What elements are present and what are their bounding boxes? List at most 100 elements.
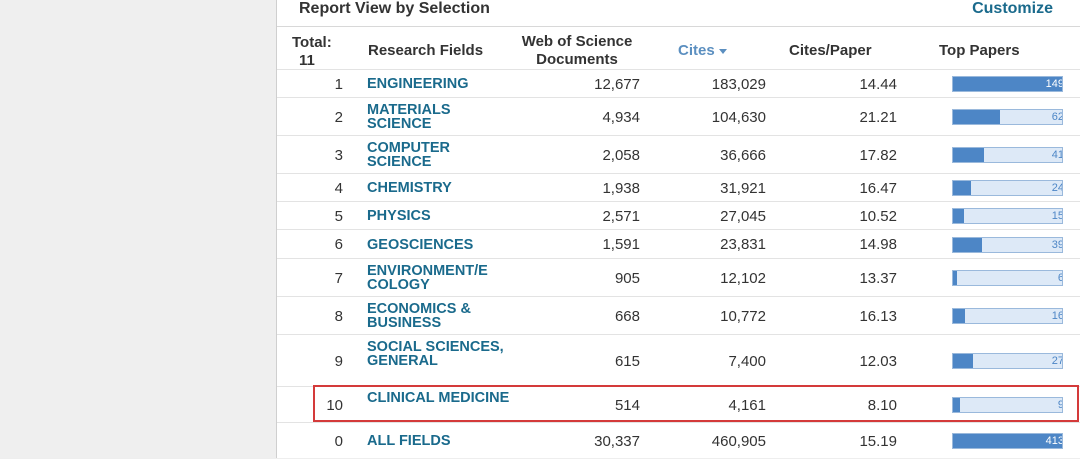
research-fields-header[interactable]: Research Fields xyxy=(368,42,484,59)
table-row: 6 GEOSCIENCES 1,591 23,831 14.98 39 xyxy=(277,229,1080,259)
top-papers-count: 62 xyxy=(1051,111,1063,123)
top-papers-count: 9 xyxy=(1058,398,1062,412)
wos-documents-header-line1: Web of Science xyxy=(521,33,633,50)
top-papers-bar-fill xyxy=(953,398,960,412)
rank-cell: 4 xyxy=(334,180,343,197)
cites-per-paper-cell: 15.19 xyxy=(859,433,897,450)
sort-desc-icon xyxy=(718,48,727,54)
rank-cell: 1 xyxy=(334,76,343,93)
table-row: 1 ENGINEERING 12,677 183,029 14.44 149 xyxy=(277,69,1080,98)
top-papers-count: 27 xyxy=(1051,355,1063,367)
research-field-link[interactable]: CHEMISTRY xyxy=(367,180,452,196)
top-papers-bar[interactable]: 413 xyxy=(952,433,1063,449)
cites-per-paper-cell: 10.52 xyxy=(859,208,897,225)
wos-documents-header-line2: Documents xyxy=(536,51,618,68)
top-papers-count: 149 xyxy=(1045,78,1063,90)
research-field-link[interactable]: MATERIALS SCIENCE xyxy=(367,102,451,132)
table-row: 4 CHEMISTRY 1,938 31,921 16.47 24 xyxy=(277,173,1080,202)
total-value: 11 xyxy=(299,52,315,69)
table-row: 8 ECONOMICS & BUSINESS 668 10,772 16.13 16 xyxy=(277,296,1080,335)
table-row: 0 ALL FIELDS 30,337 460,905 15.19 413 xyxy=(277,422,1080,459)
top-papers-bar[interactable]: 9 xyxy=(952,397,1063,413)
total-header: Total: 11 xyxy=(292,34,332,70)
cites-cell: 4,161 xyxy=(728,397,766,414)
top-papers-count: 413 xyxy=(1045,435,1063,447)
customize-link[interactable]: Customize xyxy=(972,0,1053,17)
top-papers-bar[interactable]: 149 xyxy=(952,76,1063,92)
cites-cell: 23,831 xyxy=(720,236,766,253)
cites-per-paper-cell: 14.44 xyxy=(859,76,897,93)
top-papers-bar[interactable]: 15 xyxy=(952,208,1063,224)
rank-cell: 8 xyxy=(334,308,343,325)
research-field-link[interactable]: CLINICAL MEDICINE xyxy=(367,390,510,406)
cites-per-paper-header[interactable]: Cites/Paper xyxy=(789,42,872,59)
research-field-link[interactable]: ALL FIELDS xyxy=(367,433,451,449)
rank-cell: 7 xyxy=(334,270,343,287)
top-papers-bar-fill xyxy=(953,77,1062,91)
cites-per-paper-cell: 16.13 xyxy=(859,308,897,325)
rank-cell: 9 xyxy=(334,353,343,370)
top-papers-bar-fill xyxy=(953,309,965,323)
table-row: 2 MATERIALS SCIENCE 4,934 104,630 21.21 62 xyxy=(277,97,1080,136)
top-papers-count: 39 xyxy=(1051,239,1063,251)
wos-documents-cell: 2,058 xyxy=(602,147,640,164)
top-papers-bar[interactable]: 24 xyxy=(952,180,1063,196)
top-papers-count: 16 xyxy=(1051,310,1063,322)
cites-header-sorted[interactable]: Cites xyxy=(678,42,727,60)
research-field-link[interactable]: ENGINEERING xyxy=(367,76,469,92)
rank-cell: 6 xyxy=(334,236,343,253)
research-field-link[interactable]: COMPUTER SCIENCE xyxy=(367,140,450,170)
top-papers-bar[interactable]: 41 xyxy=(952,147,1063,163)
cites-cell: 31,921 xyxy=(720,180,766,197)
rank-cell: 5 xyxy=(334,208,343,225)
top-papers-bar-fill xyxy=(953,110,1000,124)
rank-cell: 0 xyxy=(334,433,343,450)
wos-documents-cell: 514 xyxy=(614,397,640,414)
top-papers-bar-fill xyxy=(953,271,957,285)
rank-cell: 3 xyxy=(334,147,343,164)
top-papers-count: 6 xyxy=(1058,271,1062,285)
wos-documents-cell: 1,591 xyxy=(602,236,640,253)
rank-cell: 10 xyxy=(326,397,343,414)
cites-cell: 183,029 xyxy=(711,76,766,93)
top-papers-bar-fill xyxy=(953,238,982,252)
top-papers-bar[interactable]: 6 xyxy=(952,270,1063,286)
cites-cell: 460,905 xyxy=(711,433,766,450)
top-papers-bar-fill xyxy=(953,434,1062,448)
top-papers-bar-fill xyxy=(953,209,964,223)
wos-documents-header[interactable]: Web of Science Documents xyxy=(518,33,636,69)
top-papers-bar[interactable]: 62 xyxy=(952,109,1063,125)
cites-per-paper-cell: 17.82 xyxy=(859,147,897,164)
cites-per-paper-cell: 16.47 xyxy=(859,180,897,197)
cites-cell: 7,400 xyxy=(728,353,766,370)
panel-header: Report View by Selection Customize xyxy=(277,0,1080,27)
table-row: 7 ENVIRONMENT/E COLOGY 905 12,102 13.37 6 xyxy=(277,258,1080,297)
top-papers-bar[interactable]: 27 xyxy=(952,353,1063,369)
top-papers-bar-fill xyxy=(953,181,971,195)
cites-cell: 27,045 xyxy=(720,208,766,225)
wos-documents-cell: 4,934 xyxy=(602,109,640,126)
left-sidebar xyxy=(0,0,277,458)
research-field-link[interactable]: SOCIAL SCIENCES, GENERAL xyxy=(367,339,504,369)
cites-cell: 36,666 xyxy=(720,147,766,164)
research-field-link[interactable]: ENVIRONMENT/E COLOGY xyxy=(367,263,488,293)
research-field-link[interactable]: PHYSICS xyxy=(367,208,431,224)
research-field-link[interactable]: ECONOMICS & BUSINESS xyxy=(367,301,471,331)
top-papers-bar[interactable]: 16 xyxy=(952,308,1063,324)
wos-documents-cell: 30,337 xyxy=(594,433,640,450)
cites-per-paper-cell: 8.10 xyxy=(867,397,897,414)
cites-per-paper-cell: 13.37 xyxy=(859,270,897,287)
top-papers-bar[interactable]: 39 xyxy=(952,237,1063,253)
wos-documents-cell: 615 xyxy=(614,353,640,370)
wos-documents-cell: 1,938 xyxy=(602,180,640,197)
rank-cell: 2 xyxy=(334,109,343,126)
top-papers-count: 41 xyxy=(1051,149,1063,161)
research-field-link[interactable]: GEOSCIENCES xyxy=(367,237,474,253)
cites-header-label: Cites xyxy=(678,42,715,59)
total-label: Total: xyxy=(292,34,332,51)
panel-title: Report View by Selection xyxy=(299,0,490,17)
top-papers-header[interactable]: Top Papers xyxy=(939,42,1020,59)
top-papers-bar-fill xyxy=(953,148,984,162)
cites-per-paper-cell: 14.98 xyxy=(859,236,897,253)
wos-documents-cell: 668 xyxy=(614,308,640,325)
